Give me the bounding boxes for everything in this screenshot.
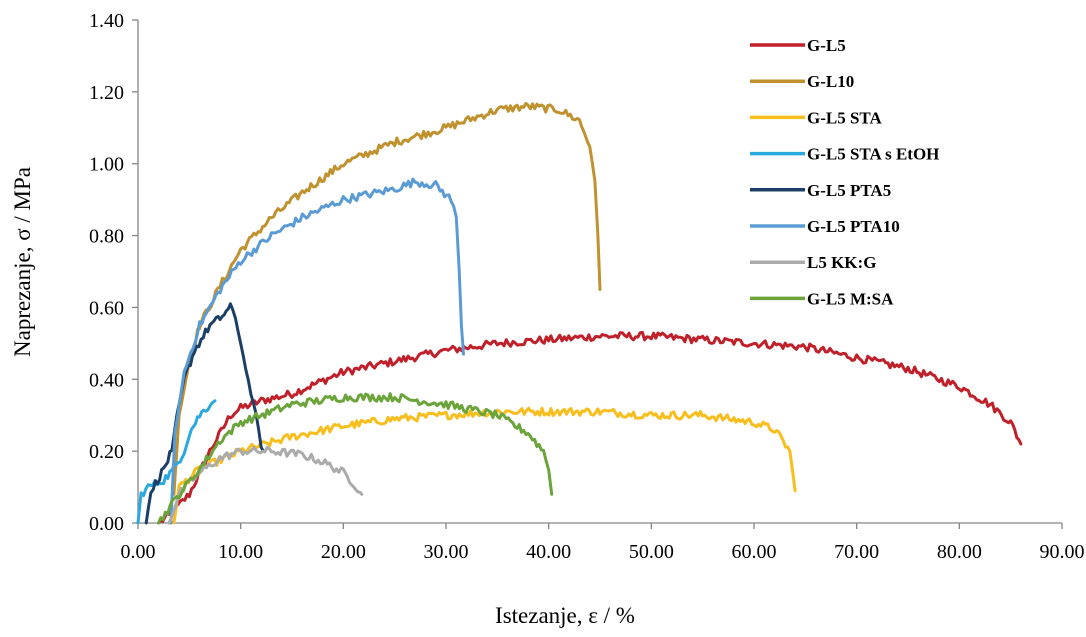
x-axis-ticks: 0.00 10.00 20.00 30.00 40.00 50.00 60.00 70.00 8… xyxy=(121,523,1085,563)
legend-label: G-L5 M:SA xyxy=(807,289,894,308)
series-line-g-l10 xyxy=(172,101,602,496)
x-tick-label: 90.00 xyxy=(1040,541,1085,563)
y-axis-ticks: 0.00 0.20 0.40 0.60 0.80 1.00 1.20 1.40 xyxy=(89,10,138,535)
x-tick-label: 80.00 xyxy=(937,541,982,563)
y-tick-label: 0.40 xyxy=(89,369,124,391)
legend-label: G-L5 xyxy=(807,36,846,55)
series-line-g-l5 xyxy=(157,330,1023,525)
y-axis-title: Naprezanje, σ / MPa xyxy=(10,167,35,357)
series-lines xyxy=(136,101,1023,525)
legend-label: G-L5 PTA5 xyxy=(807,181,891,200)
legend-label: G-L5 STA xyxy=(807,108,883,127)
x-tick-label: 30.00 xyxy=(424,541,469,563)
x-tick-label: 10.00 xyxy=(218,541,263,563)
y-tick-label: 1.20 xyxy=(89,82,124,104)
legend-label: L5 KK:G xyxy=(807,253,876,272)
x-tick-label: 50.00 xyxy=(629,541,674,563)
legend-label: G-L5 STA s EtOH xyxy=(807,145,939,164)
y-tick-label: 0.20 xyxy=(89,441,124,463)
series-line-g-l5-m-sa xyxy=(157,392,554,525)
y-tick-label: 0.00 xyxy=(89,513,124,535)
series-line-g-l5-pta5 xyxy=(144,302,265,525)
y-tick-label: 1.40 xyxy=(89,10,124,32)
y-tick-label: 1.00 xyxy=(89,154,124,176)
x-tick-label: 0.00 xyxy=(121,541,156,563)
plot-area: 0.00 10.00 20.00 30.00 40.00 50.00 60.00 70.00 8… xyxy=(89,10,1085,563)
series-line-g-l5-sta xyxy=(172,406,797,525)
series-line-l5-kk-g xyxy=(167,446,364,525)
x-tick-label: 40.00 xyxy=(526,541,571,563)
y-tick-label: 0.80 xyxy=(89,226,124,248)
x-axis-title: Istezanje, ε / % xyxy=(495,603,635,628)
y-tick-label: 0.60 xyxy=(89,297,124,319)
legend-label: G-L10 xyxy=(807,72,854,91)
legend-label: G-L5 PTA10 xyxy=(807,217,900,236)
x-tick-label: 60.00 xyxy=(732,541,777,563)
series-line-g-l5-pta10 xyxy=(169,177,465,525)
x-tick-label: 20.00 xyxy=(321,541,366,563)
chart-legend: G-L5 G-L10 G-L5 STA G-L5 STA s EtOH G-L5 PTA… xyxy=(750,36,939,308)
x-tick-label: 70.00 xyxy=(834,541,879,563)
series-line-g-l5-sta-s-etoh xyxy=(136,399,217,525)
